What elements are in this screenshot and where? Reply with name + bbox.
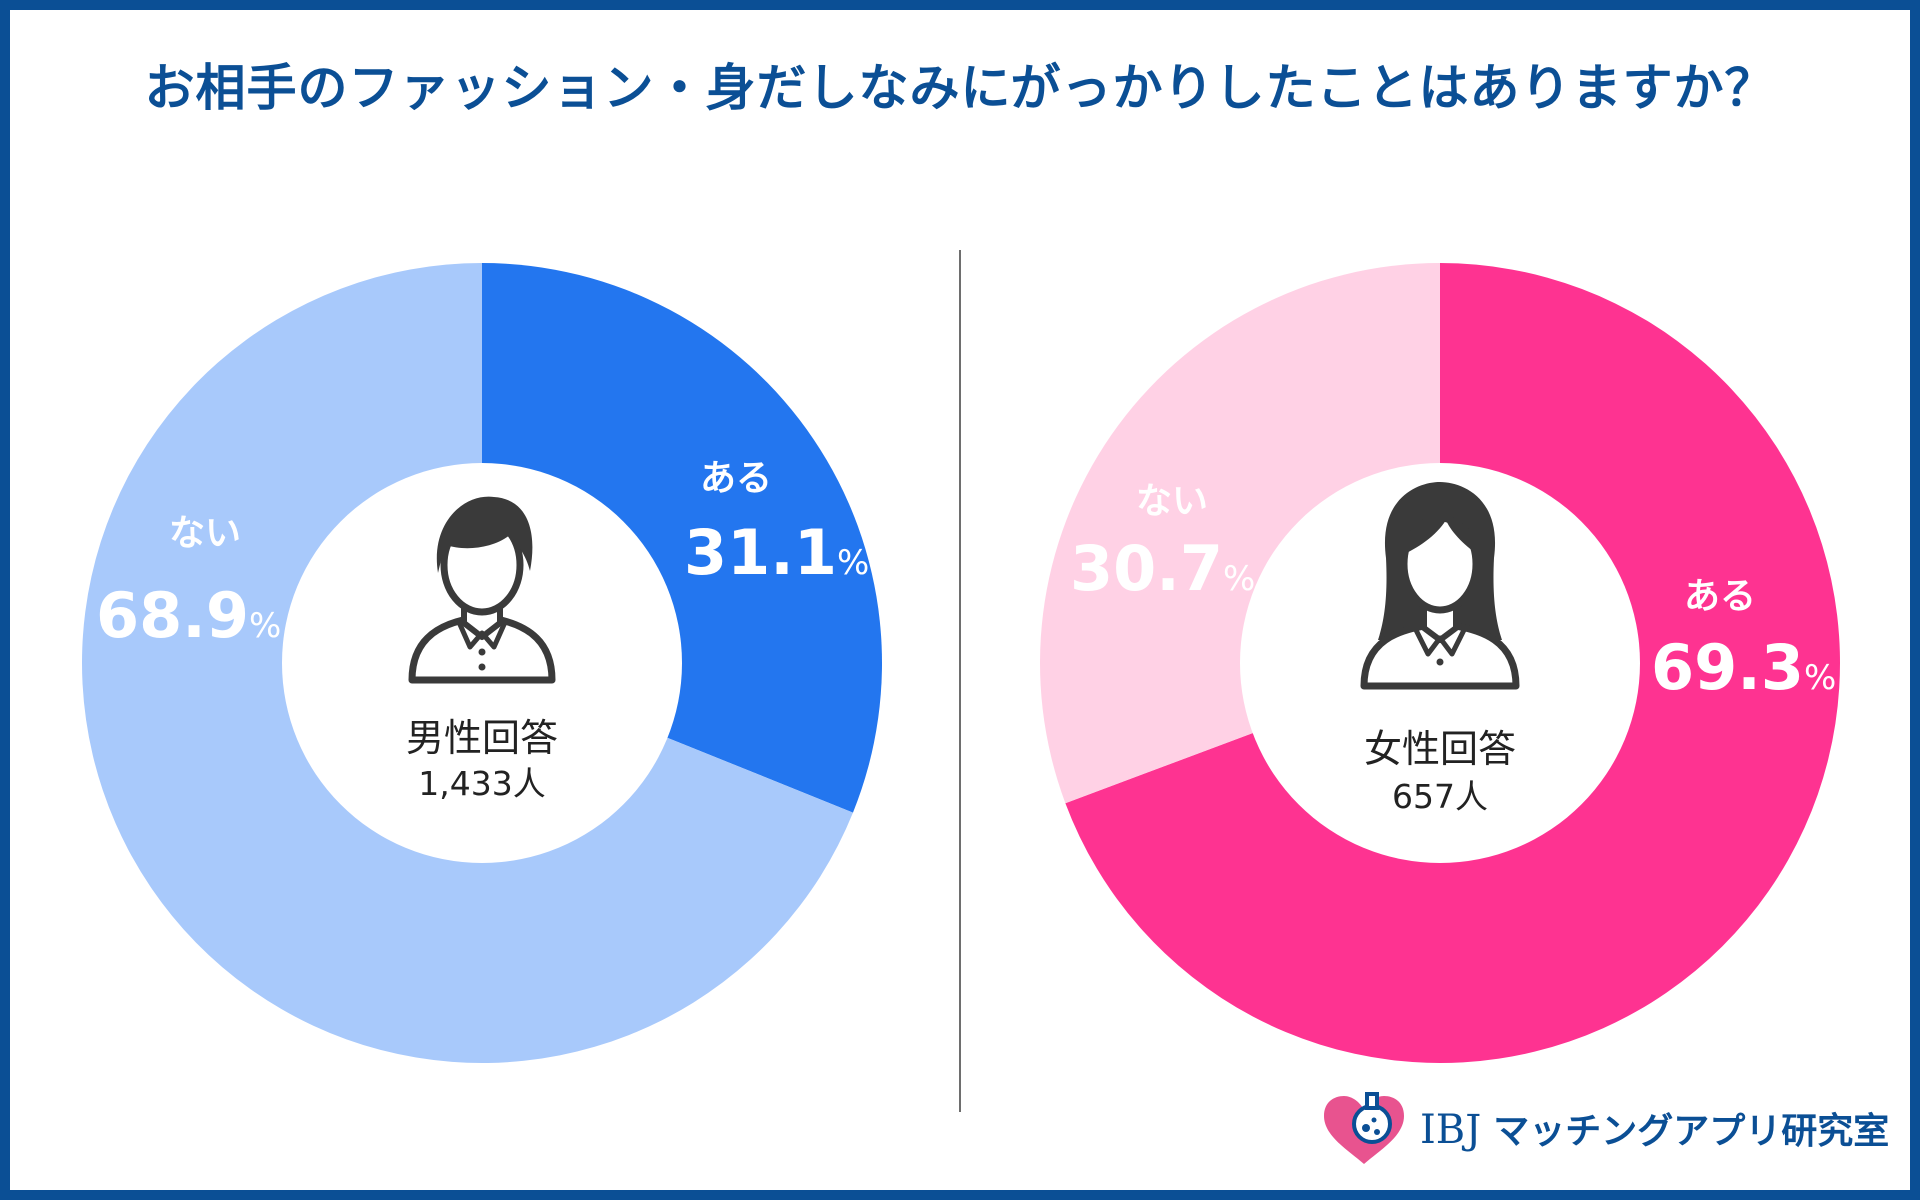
male-no-value: 68.9% [96, 579, 281, 652]
logo-name: マッチングアプリ研究室 [1493, 1111, 1890, 1152]
male-yes-value: 31.1% [684, 516, 869, 589]
heart-flask-icon [1324, 1092, 1404, 1164]
female-donut: 女性回答 657人 ある 69.3% ない 30.7% [1040, 263, 1841, 1063]
male-avatar-icon [408, 496, 556, 684]
ibj-logo: IBJ マッチングアプリ研究室 [1318, 1086, 1889, 1170]
male-donut: 男性回答 1,433人 ある 31.1% ない 68.9% [82, 263, 883, 1063]
logo-text: IBJ マッチングアプリ研究室 [1420, 1102, 1889, 1154]
female-center-label: 女性回答 [1364, 727, 1516, 771]
male-yes-label: ある [700, 458, 772, 499]
male-center-count: 1,433人 [418, 764, 545, 803]
female-no-value: 30.7% [1070, 532, 1255, 605]
male-center-label: 男性回答 [406, 716, 558, 760]
female-yes-value: 69.3% [1651, 631, 1836, 704]
female-no-label: ない [1136, 481, 1208, 522]
chart-title: お相手のファッション・身だしなみにがっかりしたことはありますか？ [144, 59, 1776, 117]
female-avatar-icon [1360, 482, 1520, 690]
male-no-label: ない [169, 513, 241, 554]
female-center-count: 657人 [1392, 777, 1488, 816]
logo-brand: IBJ [1420, 1107, 1482, 1153]
female-yes-label: ある [1684, 576, 1756, 617]
chart-divider [959, 250, 961, 1112]
